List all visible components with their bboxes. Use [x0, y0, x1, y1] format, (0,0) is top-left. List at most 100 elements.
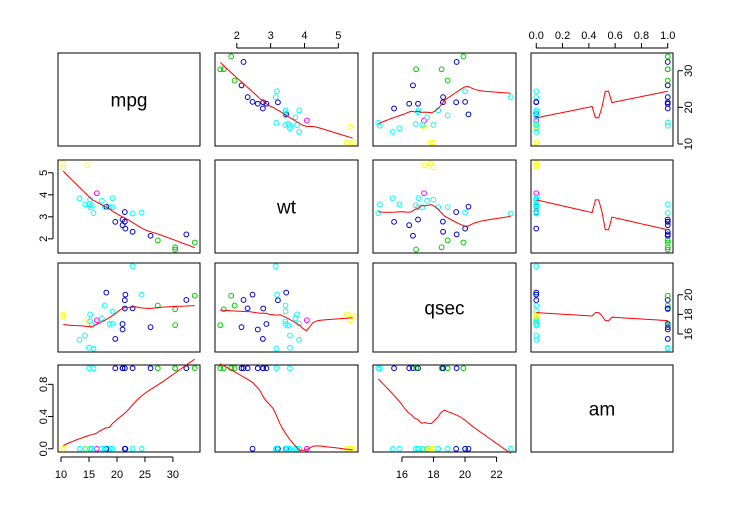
- smooth-line: [220, 309, 353, 332]
- data-point: [249, 98, 256, 105]
- data-point: [87, 311, 94, 318]
- data-point: [376, 201, 383, 208]
- data-point: [263, 321, 270, 327]
- data-point: [87, 318, 94, 325]
- tick-label: 5: [38, 170, 50, 176]
- variable-label-wt: wt: [276, 198, 297, 219]
- panel-wt-mpg: [57, 159, 201, 254]
- data-point: [460, 53, 467, 60]
- data-point: [389, 445, 396, 452]
- data-point: [412, 445, 419, 452]
- data-point: [272, 263, 279, 270]
- smooth-line: [378, 204, 511, 227]
- data-point: [664, 218, 671, 225]
- data-point: [462, 225, 469, 232]
- data-point: [413, 246, 420, 253]
- panel-am-wt: [214, 364, 359, 453]
- data-point: [272, 94, 279, 101]
- data-point: [453, 365, 460, 372]
- data-point: [296, 445, 303, 452]
- data-point: [87, 204, 94, 211]
- scatter-mpg-vs-qsec: [375, 53, 514, 146]
- data-point: [533, 320, 540, 327]
- data-point: [287, 344, 293, 351]
- data-point: [349, 313, 356, 320]
- data-point: [86, 365, 92, 372]
- data-point: [172, 306, 179, 313]
- data-point: [396, 125, 403, 132]
- data-point: [664, 246, 671, 253]
- data-point: [444, 77, 451, 84]
- data-point: [60, 164, 67, 171]
- data-point: [396, 201, 403, 208]
- data-point: [410, 82, 416, 89]
- data-point: [343, 139, 350, 146]
- data-point: [533, 332, 540, 339]
- data-point: [249, 291, 256, 298]
- data-point: [282, 122, 289, 128]
- data-point: [240, 365, 247, 372]
- data-point: [272, 445, 279, 452]
- data-point: [101, 302, 108, 309]
- data-point: [533, 195, 540, 202]
- data-point: [217, 365, 224, 372]
- tick-label: 18: [683, 308, 695, 320]
- data-point: [273, 119, 280, 126]
- data-point: [244, 365, 251, 372]
- data-point: [421, 162, 428, 169]
- smooth-line: [62, 170, 195, 249]
- data-point: [294, 445, 300, 452]
- data-point: [507, 94, 514, 101]
- data-point: [391, 218, 397, 225]
- data-point: [109, 445, 116, 452]
- data-point: [282, 302, 289, 309]
- tick-label: 0.8: [38, 377, 50, 392]
- data-point: [664, 344, 671, 351]
- scatter-am-vs-mpg: [60, 358, 198, 452]
- data-point: [664, 59, 671, 65]
- data-point: [93, 445, 100, 452]
- data-point: [664, 302, 671, 309]
- tick-label: 0.4: [581, 30, 596, 42]
- data-point: [440, 94, 446, 101]
- data-point: [533, 139, 540, 146]
- data-point: [349, 445, 356, 452]
- data-point: [664, 105, 671, 112]
- data-point: [287, 332, 293, 339]
- panel-wt-wt: [214, 159, 359, 254]
- data-point: [121, 297, 128, 304]
- data-point: [453, 59, 460, 65]
- data-point: [453, 209, 460, 215]
- data-point: [664, 53, 671, 60]
- data-point: [438, 244, 445, 251]
- data-point: [82, 332, 88, 339]
- data-point: [406, 100, 413, 107]
- data-point: [415, 216, 421, 223]
- panel-wt-am: [530, 159, 674, 254]
- data-point: [109, 195, 116, 202]
- data-point: [462, 98, 469, 105]
- data-point: [664, 122, 671, 129]
- data-point: [122, 291, 129, 298]
- scatter-mpg-vs-am: [533, 53, 671, 146]
- data-point: [259, 105, 266, 112]
- data-point: [419, 445, 426, 452]
- data-point: [282, 112, 289, 119]
- panel-mpg-qsec: [372, 52, 517, 147]
- data-point: [664, 305, 671, 312]
- variable-label-mpg: mpg: [111, 91, 148, 112]
- data-point: [664, 239, 671, 246]
- tick-label: 20: [111, 469, 123, 481]
- panel-wt-qsec: [372, 159, 517, 254]
- tick-label: 15: [83, 469, 95, 481]
- panel-am-mpg: [57, 364, 201, 453]
- data-point: [275, 297, 281, 304]
- data-point: [507, 445, 514, 452]
- data-point: [249, 445, 256, 452]
- data-point: [60, 160, 67, 167]
- tick-label: 16: [683, 328, 695, 340]
- data-point: [254, 100, 261, 107]
- data-point: [191, 239, 198, 246]
- data-point: [533, 210, 540, 217]
- scatter-am-vs-qsec: [375, 365, 514, 454]
